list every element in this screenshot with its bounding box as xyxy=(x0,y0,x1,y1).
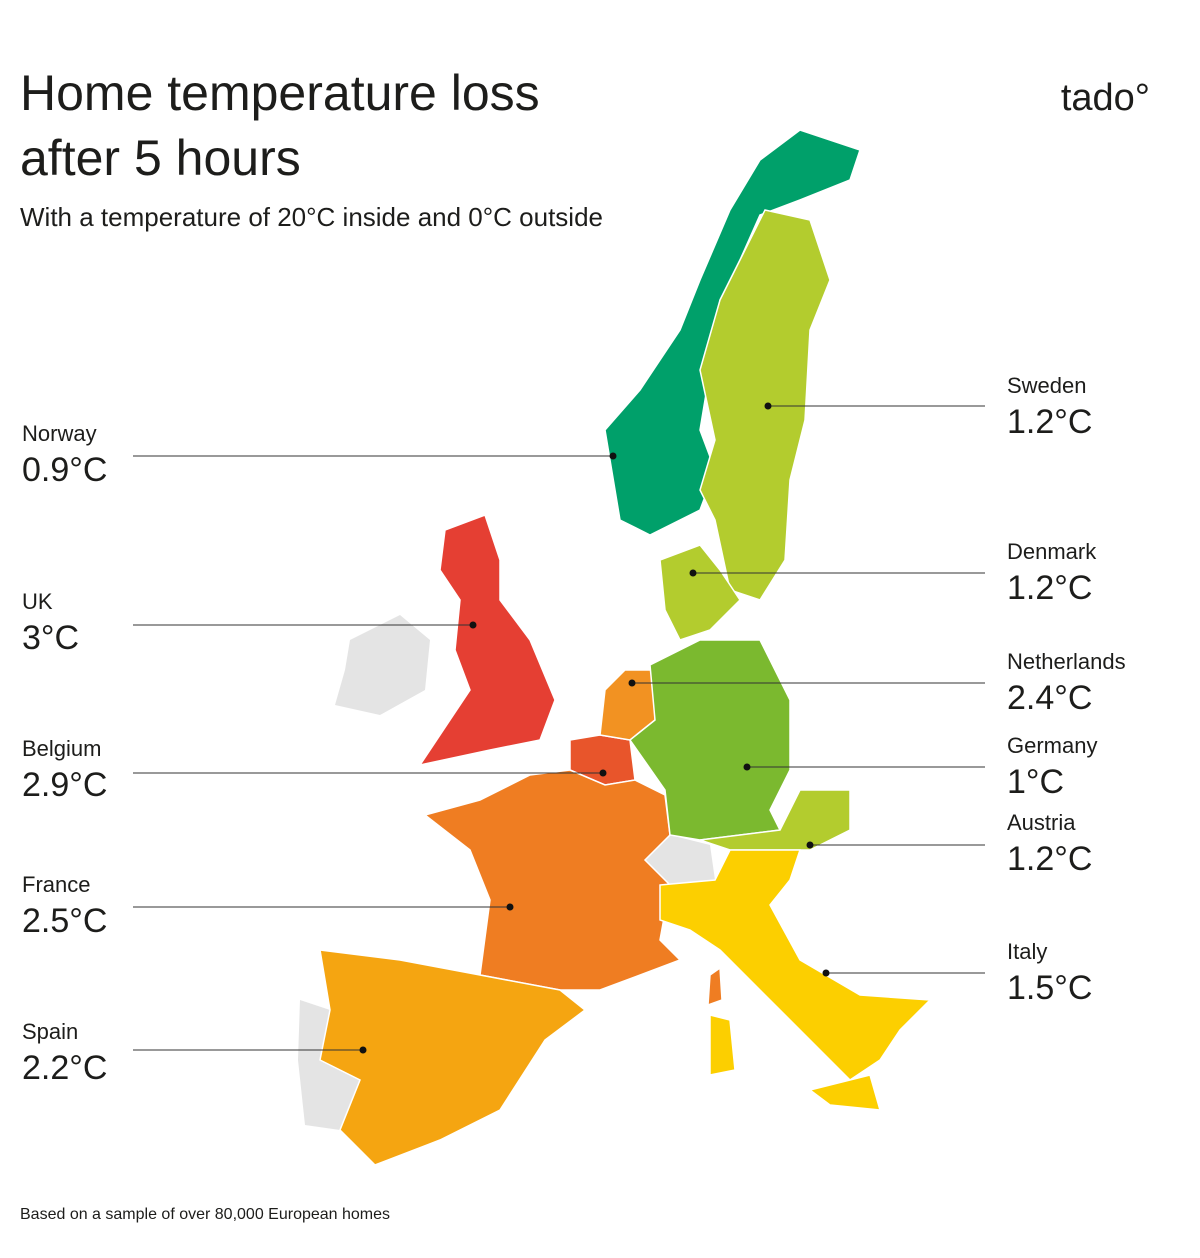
country-value: 1.5°C xyxy=(1007,969,1092,1007)
country-name: UK xyxy=(22,589,53,614)
ireland xyxy=(335,615,430,715)
dot xyxy=(628,679,636,687)
dot xyxy=(689,569,697,577)
country-name: Norway xyxy=(22,421,97,446)
country-value: 1.2°C xyxy=(1007,569,1092,607)
switzerland xyxy=(645,835,715,885)
country-name: Italy xyxy=(1007,939,1047,964)
country-shape xyxy=(659,849,932,1081)
dot xyxy=(469,621,477,629)
leaders xyxy=(133,402,985,1054)
dot xyxy=(743,763,751,771)
country-value: 3°C xyxy=(22,619,79,657)
country-name: Belgium xyxy=(22,736,101,761)
footnote: Based on a sample of over 80,000 Europea… xyxy=(20,1206,390,1223)
country-name: Netherlands xyxy=(1007,649,1126,674)
country-name: France xyxy=(22,872,90,897)
logo: tado° xyxy=(1061,77,1150,119)
country-value: 2.2°C xyxy=(22,1049,107,1087)
dot xyxy=(609,452,617,460)
country-value: 2.9°C xyxy=(22,766,107,804)
dot xyxy=(764,402,772,410)
dot xyxy=(506,903,514,911)
country-name: Austria xyxy=(1007,810,1076,835)
country-shape xyxy=(418,514,556,767)
subtitle: With a temperature of 20°C inside and 0°… xyxy=(20,202,603,232)
country-shape xyxy=(707,966,723,1007)
country-name: Denmark xyxy=(1007,539,1097,564)
grey-countries xyxy=(298,615,715,1130)
country-value: 0.9°C xyxy=(22,451,107,489)
country-name: Sweden xyxy=(1007,373,1087,398)
country-name: Germany xyxy=(1007,733,1097,758)
country-shape xyxy=(319,949,587,1166)
dot xyxy=(806,841,814,849)
country-value: 2.4°C xyxy=(1007,679,1092,717)
title-line: after 5 hours xyxy=(20,130,301,186)
country-name: Spain xyxy=(22,1019,78,1044)
title-line: Home temperature loss xyxy=(20,65,540,121)
country-value: 1.2°C xyxy=(1007,840,1092,878)
dot xyxy=(822,969,830,977)
country-value: 2.5°C xyxy=(22,902,107,940)
dot xyxy=(599,769,607,777)
dot xyxy=(359,1046,367,1054)
country-shape xyxy=(423,769,682,991)
countries xyxy=(319,129,932,1166)
country-shape xyxy=(659,544,741,641)
country-shape xyxy=(709,1014,736,1076)
country-shape xyxy=(808,1074,882,1111)
country-value: 1.2°C xyxy=(1007,403,1092,441)
country-value: 1°C xyxy=(1007,763,1064,801)
